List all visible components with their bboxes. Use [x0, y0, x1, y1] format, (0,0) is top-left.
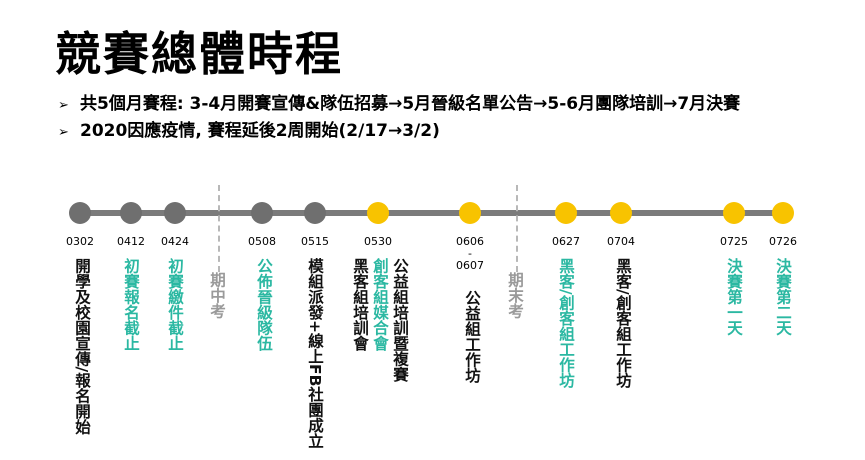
milestone-label: 決賽第二天 [774, 258, 792, 336]
milestone-date: 0530 [364, 235, 392, 248]
milestone-label: 公益組工作坊 [463, 290, 481, 383]
milestone-dot [610, 202, 632, 224]
milestone-label: 決賽第一天 [725, 258, 743, 336]
milestone-date: 0412 [117, 235, 145, 248]
page-title: 競賽總體時程 [55, 27, 343, 81]
milestone-dot [723, 202, 745, 224]
milestone-date: 0508 [248, 235, 276, 248]
milestone-date: 0515 [301, 235, 329, 248]
bullet-text: 2020因應疫情, 賽程延後2周開始(2/17→3/2) [80, 121, 440, 141]
milestone-label: 公益組培訓暨複賽 [391, 258, 409, 382]
milestone-label: 開學及校園宣傳/報名開始 [73, 258, 91, 435]
milestone-dot [459, 202, 481, 224]
milestone-label: 黑客/創客組工作坊 [614, 258, 632, 388]
milestone-label: 黑客組培訓會 [351, 258, 369, 351]
milestone-date: 0726 [769, 235, 797, 248]
milestone-label: 初賽報名截止 [122, 258, 140, 351]
milestone-date: 0627 [552, 235, 580, 248]
milestone-label: 模組派發+線上FB社團成立 [306, 258, 324, 449]
milestone-date: 0725 [720, 235, 748, 248]
bullet-schedule: ➢ 共5個月賽程: 3-4月開賽宣傳&隊伍招募→5月晉級名單公告→5-6月團隊培訓… [58, 93, 740, 117]
arrow-bullet-icon: ➢ [58, 125, 69, 140]
bullet-text: 共5個月賽程: 3-4月開賽宣傳&隊伍招募→5月晉級名單公告→5-6月團隊培訓→… [80, 94, 741, 114]
milestone-dot [555, 202, 577, 224]
timeline-line [78, 210, 784, 216]
milestone-dot [120, 202, 142, 224]
midterm-exam-label: 期中考 [208, 272, 226, 319]
milestone-label: 黑客/創客組工作坊 [557, 258, 575, 388]
milestone-dot [772, 202, 794, 224]
milestone-dot [69, 202, 91, 224]
milestone-date: 0704 [607, 235, 635, 248]
final-exam-label: 期末考 [506, 272, 524, 319]
bullet-delay: ➢ 2020因應疫情, 賽程延後2周開始(2/17→3/2) [58, 120, 440, 144]
milestone-dot [304, 202, 326, 224]
milestone-label: 初賽繳件截止 [166, 258, 184, 351]
milestone-dot [164, 202, 186, 224]
milestone-dot [367, 202, 389, 224]
milestone-label: 公佈晉級隊伍 [255, 258, 273, 351]
milestone-dot [251, 202, 273, 224]
arrow-bullet-icon: ➢ [58, 98, 69, 113]
milestone-label: 創客組媒合會 [371, 258, 389, 351]
milestone-date: 0302 [66, 235, 94, 248]
milestone-date: 0606-0607 [456, 235, 484, 272]
midterm-divider [218, 185, 220, 272]
final-divider [516, 185, 518, 272]
milestone-date: 0424 [161, 235, 189, 248]
